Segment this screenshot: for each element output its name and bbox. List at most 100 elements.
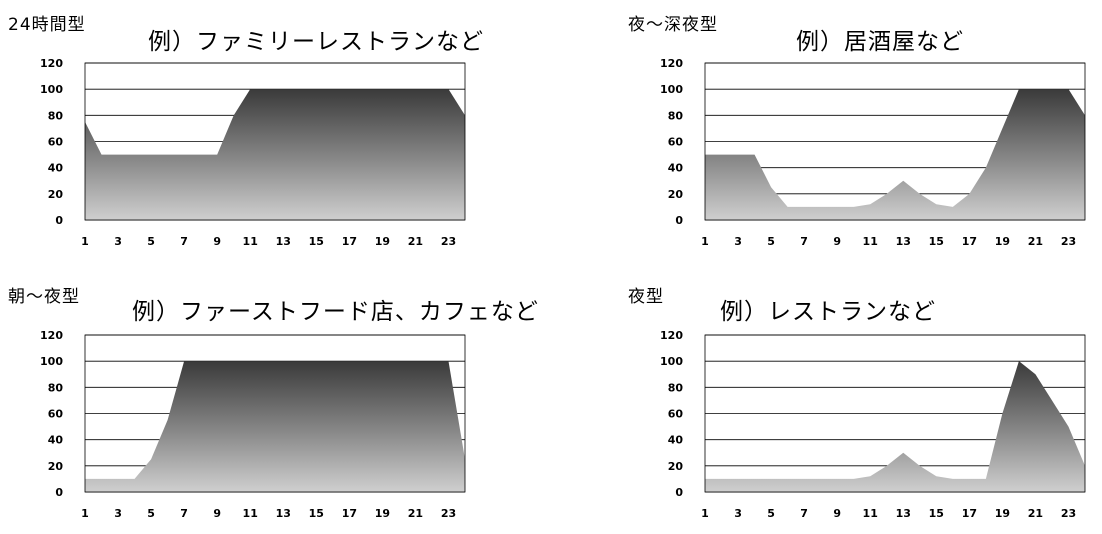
- data-point: [133, 153, 135, 155]
- x-tick-label: 7: [180, 507, 188, 520]
- data-point: [919, 193, 921, 195]
- x-tick-label: 1: [81, 235, 89, 248]
- area-series: [705, 361, 1085, 492]
- x-tick-label: 15: [929, 235, 944, 248]
- area-series: [85, 89, 465, 220]
- x-tick-label: 23: [1061, 507, 1076, 520]
- x-tick-label: 19: [375, 235, 390, 248]
- data-point: [852, 206, 854, 208]
- x-tick-label: 7: [800, 507, 808, 520]
- data-point: [753, 153, 755, 155]
- plot-frame: [704, 334, 1086, 493]
- data-point: [836, 478, 838, 480]
- data-point: [315, 360, 317, 362]
- x-tick-label: 13: [896, 507, 911, 520]
- data-point: [819, 478, 821, 480]
- y-tick-label: 120: [660, 57, 683, 70]
- x-tick-label: 1: [701, 235, 709, 248]
- data-point: [117, 478, 119, 480]
- x-tick-label: 5: [147, 507, 155, 520]
- y-tick-label: 80: [48, 381, 64, 394]
- data-point: [84, 478, 86, 480]
- x-tick-label: 5: [767, 235, 775, 248]
- data-point: [381, 360, 383, 362]
- data-point: [365, 360, 367, 362]
- y-tick-label: 80: [668, 109, 684, 122]
- x-tick-label: 9: [833, 507, 841, 520]
- plot-frame: [84, 62, 466, 221]
- x-tick-label: 9: [833, 235, 841, 248]
- data-point: [803, 206, 805, 208]
- y-tick-label: 0: [675, 214, 683, 227]
- x-tick-label: 11: [243, 235, 258, 248]
- x-tick-label: 1: [81, 507, 89, 520]
- chart-subtitle: 例）ファミリーレストランなど: [148, 29, 484, 55]
- data-point: [216, 360, 218, 362]
- data-point: [836, 206, 838, 208]
- data-point: [985, 478, 987, 480]
- y-tick-label: 20: [48, 460, 64, 473]
- data-point: [100, 478, 102, 480]
- x-tick-label: 21: [408, 235, 423, 248]
- x-tick-label: 5: [147, 235, 155, 248]
- x-tick-label: 23: [441, 507, 456, 520]
- y-tick-label: 80: [48, 109, 64, 122]
- data-point: [935, 203, 937, 205]
- y-tick-label: 20: [668, 188, 684, 201]
- data-point: [232, 114, 234, 116]
- y-tick-label: 40: [668, 162, 684, 175]
- x-tick-label: 11: [863, 235, 878, 248]
- y-tick-label: 100: [40, 355, 63, 368]
- y-tick-label: 100: [40, 83, 63, 96]
- data-point: [1067, 425, 1069, 427]
- data-point: [216, 153, 218, 155]
- x-tick-label: 17: [962, 507, 977, 520]
- data-point: [183, 360, 185, 362]
- data-point: [819, 206, 821, 208]
- y-tick-label: 100: [660, 355, 683, 368]
- y-tick-label: 60: [48, 136, 64, 149]
- data-point: [720, 478, 722, 480]
- chart-subtitle: 例）ファーストフード店、カフェなど: [132, 299, 539, 325]
- data-point: [1001, 127, 1003, 129]
- x-tick-label: 21: [408, 507, 423, 520]
- data-point: [952, 478, 954, 480]
- data-point: [299, 88, 301, 90]
- data-point: [770, 186, 772, 188]
- data-point: [332, 88, 334, 90]
- data-point: [919, 465, 921, 467]
- data-point: [886, 193, 888, 195]
- data-point: [985, 166, 987, 168]
- data-point: [332, 360, 334, 362]
- data-point: [803, 478, 805, 480]
- x-tick-label: 19: [375, 507, 390, 520]
- data-point: [704, 153, 706, 155]
- y-tick-label: 60: [48, 408, 64, 421]
- plot-frame: [84, 334, 466, 493]
- data-point: [968, 193, 970, 195]
- x-tick-label: 13: [276, 235, 291, 248]
- area-series: [85, 361, 465, 492]
- data-point: [398, 88, 400, 90]
- x-tick-label: 19: [995, 507, 1010, 520]
- x-tick-label: 7: [180, 235, 188, 248]
- data-point: [117, 153, 119, 155]
- x-tick-label: 13: [276, 507, 291, 520]
- data-point: [150, 458, 152, 460]
- data-point: [464, 458, 466, 460]
- data-point: [381, 88, 383, 90]
- data-point: [199, 360, 201, 362]
- data-point: [786, 206, 788, 208]
- data-point: [1001, 412, 1003, 414]
- area-series: [705, 89, 1085, 220]
- x-tick-label: 3: [734, 507, 742, 520]
- chart-subtitle: 例）レストランなど: [720, 299, 936, 325]
- data-point: [299, 360, 301, 362]
- data-point: [315, 88, 317, 90]
- data-point: [869, 203, 871, 205]
- x-tick-label: 3: [114, 507, 122, 520]
- x-tick-label: 1: [701, 507, 709, 520]
- data-point: [1018, 88, 1020, 90]
- x-tick-label: 19: [995, 235, 1010, 248]
